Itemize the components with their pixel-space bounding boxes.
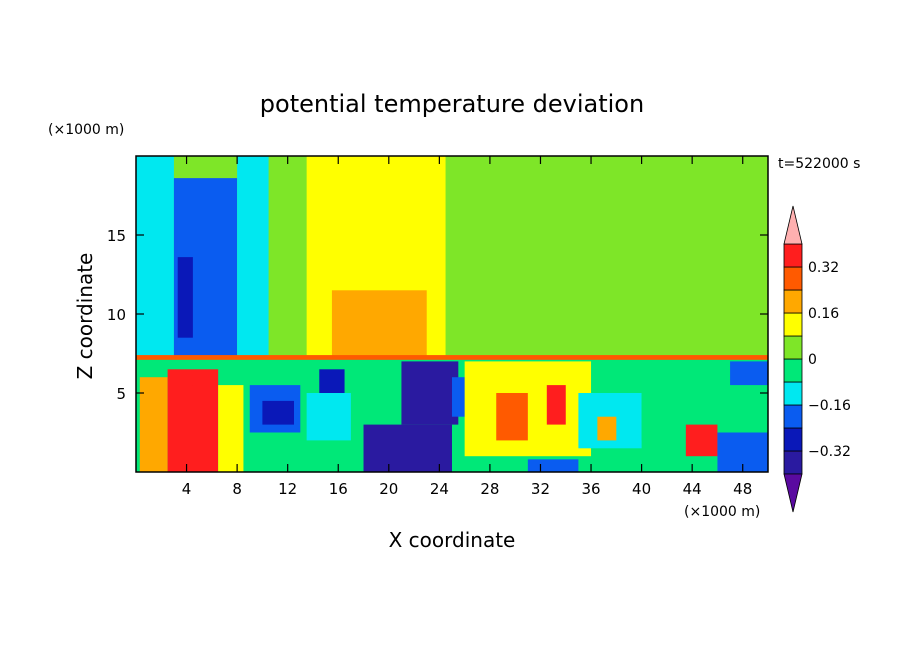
x-tick-label: 36 <box>581 480 600 498</box>
colorbar-tick-label: −0.32 <box>808 444 851 460</box>
contour-region-13 <box>139 377 168 472</box>
contour-region-22 <box>363 424 452 472</box>
time-label: t=522000 s <box>778 156 860 172</box>
contour-region-3 <box>177 257 193 338</box>
contour-region-35 <box>136 355 768 360</box>
colorbar-band <box>783 243 803 268</box>
x-axis-ticks: 4 8 12 16 20 24 28 32 36 40 44 48 <box>182 156 752 498</box>
contour-region-17 <box>218 385 244 472</box>
x-unit-label: (×1000 m) <box>684 504 760 520</box>
colorbar-band <box>783 381 803 406</box>
chart-title: potential temperature deviation <box>260 90 644 118</box>
contour-region-27 <box>546 385 566 425</box>
y-tick-label: 10 <box>107 306 126 324</box>
y-axis-label: Z coordinate <box>73 253 97 380</box>
x-axis-label: X coordinate <box>389 528 516 552</box>
contour-region-11 <box>704 156 768 357</box>
colorbar-band <box>783 289 803 314</box>
x-tick-label: 20 <box>379 480 398 498</box>
contour-region-1 <box>136 156 174 357</box>
colorbar: 0.32 0.16 0 −0.16 −0.32 <box>783 205 851 513</box>
x-tick-label: 16 <box>329 480 348 498</box>
contour-region-20 <box>306 393 351 441</box>
y-tick-label: 15 <box>107 227 126 245</box>
y-axis-ticks: 5 10 15 <box>107 227 768 403</box>
contour-region-10 <box>603 195 705 354</box>
y-unit-label: (×1000 m) <box>48 122 124 138</box>
colorbar-min-arrow <box>783 473 803 513</box>
colorbar-tick-label: 0.16 <box>808 306 839 322</box>
colorbar-tick-label: −0.16 <box>808 398 851 414</box>
contour-region-25 <box>464 361 592 457</box>
contour-region-21 <box>319 369 345 393</box>
x-tick-label: 28 <box>480 480 499 498</box>
x-tick-label: 48 <box>733 480 752 498</box>
x-tick-label: 32 <box>531 480 550 498</box>
colorbar-band <box>783 312 803 337</box>
colorbar-tick-label: 0.32 <box>808 260 839 276</box>
x-tick-label: 44 <box>683 480 702 498</box>
y-tick-label: 5 <box>116 385 126 403</box>
contour-region-32 <box>685 424 718 457</box>
contour-region-34 <box>730 361 768 386</box>
contour-region-5 <box>268 156 307 357</box>
contour-region-31 <box>641 377 693 441</box>
colorbar-band <box>783 450 803 475</box>
x-tick-label: 4 <box>182 480 192 498</box>
contour-region-23 <box>401 361 459 425</box>
colorbar-tick-label: 0 <box>808 352 817 368</box>
contour-region-4 <box>237 156 269 357</box>
colorbar-band <box>783 404 803 429</box>
contour-region-28 <box>527 459 579 472</box>
colorbar-max-arrow <box>783 205 803 245</box>
colorbar-band <box>783 358 803 383</box>
colorbar-band <box>783 335 803 360</box>
x-tick-label: 12 <box>278 480 297 498</box>
contour-region-26 <box>496 393 528 441</box>
colorbar-band <box>783 427 803 452</box>
contour-region-16 <box>199 393 212 468</box>
contour-region-30 <box>597 416 617 441</box>
contour-region-8 <box>445 156 503 357</box>
contour-field <box>136 156 768 472</box>
colorbar-band <box>783 266 803 291</box>
x-tick-label: 24 <box>430 480 449 498</box>
contour-region-7 <box>331 290 427 357</box>
contour-region-15 <box>173 385 193 468</box>
contour-region-9 <box>502 156 604 357</box>
x-tick-label: 40 <box>632 480 651 498</box>
x-tick-label: 8 <box>232 480 242 498</box>
contour-region-19 <box>262 400 294 425</box>
